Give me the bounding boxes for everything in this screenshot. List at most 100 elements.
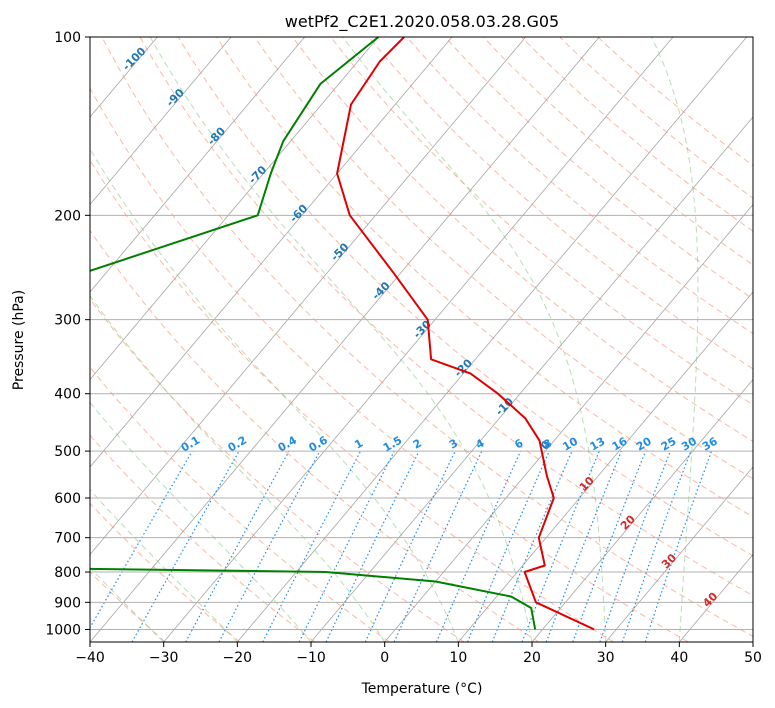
mixing-ratio-lines: [90, 450, 713, 642]
isotherm-line: [90, 37, 232, 206]
mixing-ratio-label: 8: [541, 437, 554, 452]
mixing-ratio-line: [644, 450, 713, 642]
y-tick-label: 200: [54, 208, 81, 224]
mixing-ratio-line: [185, 450, 290, 642]
y-tick-label: 900: [54, 595, 81, 611]
isotherm-line: [237, 37, 747, 642]
chart-title: wetPf2_C2E1.2020.058.03.28.G05: [285, 12, 559, 32]
isotherm-label: 30: [659, 551, 679, 571]
plot-frame: [89, 36, 754, 643]
dry-adiabat: [482, 37, 753, 266]
y-tick-label: 300: [54, 313, 81, 329]
dry-adiabat: [444, 37, 753, 300]
x-tick-label: 10: [449, 650, 467, 666]
x-tick-label: −30: [149, 650, 179, 666]
mixing-ratio-line: [131, 450, 240, 642]
moist-adiabat: [342, 37, 607, 642]
dry-adiabat: [254, 37, 753, 480]
isotherm-label: -40: [369, 279, 392, 302]
dry-adiabat: [292, 37, 753, 443]
mixing-ratio-line: [599, 450, 671, 642]
isotherm-line: [605, 466, 753, 642]
y-tick-label: 800: [54, 565, 81, 581]
isotherm-line: [0, 37, 10, 642]
dry-adiabat: [90, 298, 465, 642]
y-axis-label: Pressure (hPa): [11, 290, 27, 390]
dry-adiabat: [90, 434, 316, 642]
isotherm-line: [679, 553, 753, 642]
y-tick-label: 600: [54, 491, 81, 507]
dry-adiabat: [90, 502, 241, 642]
dry-adiabat: [101, 37, 753, 638]
moist-adiabat: [90, 148, 459, 642]
y-tick-label: 700: [54, 531, 81, 547]
dry-adiabat: [90, 159, 614, 642]
isotherm-label: -100: [120, 44, 149, 73]
dry-adiabat: [330, 37, 753, 406]
dry-adiabat: [597, 37, 753, 167]
pressure-gridlines: [90, 37, 753, 630]
x-tick-label: 30: [597, 650, 615, 666]
x-tick-label: 20: [523, 650, 541, 666]
isotherm-line: [458, 291, 753, 642]
dry-adiabats: [90, 37, 753, 642]
x-tick-label: −20: [223, 650, 253, 666]
dry-adiabat: [368, 37, 753, 370]
y-tick-label: 100: [54, 30, 81, 46]
dry-adiabat: [139, 37, 753, 597]
mixing-ratio-line: [218, 450, 321, 642]
dry-adiabat: [559, 37, 753, 199]
profile-series: [90, 37, 595, 631]
moist-adiabat: [149, 37, 533, 642]
y-tick-label: 500: [54, 444, 81, 460]
mixing-ratio-line: [325, 450, 420, 642]
x-tick-label: 50: [744, 650, 762, 666]
isotherm-line: [90, 37, 526, 556]
dry-adiabat: [521, 37, 753, 232]
moist-adiabat: [752, 637, 753, 642]
isotherm-label: -50: [328, 240, 351, 263]
dry-adiabat: [90, 366, 390, 642]
isotherm-grid: [0, 37, 753, 642]
isotherm-label: -70: [246, 163, 269, 186]
x-axis: −40 −30 −20 −10 0 10 20 30 40 50: [75, 642, 762, 666]
x-axis-label: Temperature (°C): [361, 681, 483, 697]
x-tick-label: −10: [296, 650, 326, 666]
x-tick-label: −40: [75, 650, 105, 666]
y-tick-label: 400: [54, 387, 81, 403]
mixing-ratio-label: 6: [512, 436, 525, 451]
mixing-ratio-line: [393, 450, 483, 642]
isotherm-line: [752, 641, 753, 642]
isotherm-label: -90: [164, 86, 187, 109]
mixing-ratio-line: [621, 450, 692, 642]
isotherm-label: -30: [411, 318, 434, 341]
isotherm-line: [90, 37, 305, 293]
mixing-ratio-line: [90, 450, 193, 629]
y-axis: 100 200 300 400 500 600 700 800 900 1000: [45, 30, 90, 638]
moist-adiabat: [90, 295, 386, 642]
mixing-ratio-line: [491, 450, 573, 642]
isotherm-line: [90, 37, 453, 468]
moist-adiabat: [650, 37, 699, 642]
mixing-ratio-label: 2: [411, 437, 424, 452]
dry-adiabat: [90, 229, 540, 642]
isotherm-line: [90, 37, 379, 381]
isotherm-line: [531, 378, 753, 642]
isotherm-label: -60: [287, 202, 310, 225]
isotherm-label: -80: [205, 124, 228, 147]
profile-line: [336, 37, 595, 631]
mixing-ratio-label: 4: [474, 436, 487, 451]
dry-adiabat: [215, 37, 753, 518]
y-tick-label: 1000: [45, 622, 81, 638]
x-tick-label: 40: [670, 650, 688, 666]
isotherm-label: 40: [700, 590, 720, 610]
isotherm-line: [310, 116, 753, 642]
mixing-ratio-line: [435, 450, 522, 642]
mixing-ratio-line: [364, 450, 456, 642]
isotherm-line: [384, 203, 753, 642]
moist-adiabats: [90, 37, 753, 642]
mixing-ratio-line: [466, 450, 550, 642]
x-tick-label: 0: [380, 650, 389, 666]
dry-adiabat: [406, 37, 753, 335]
